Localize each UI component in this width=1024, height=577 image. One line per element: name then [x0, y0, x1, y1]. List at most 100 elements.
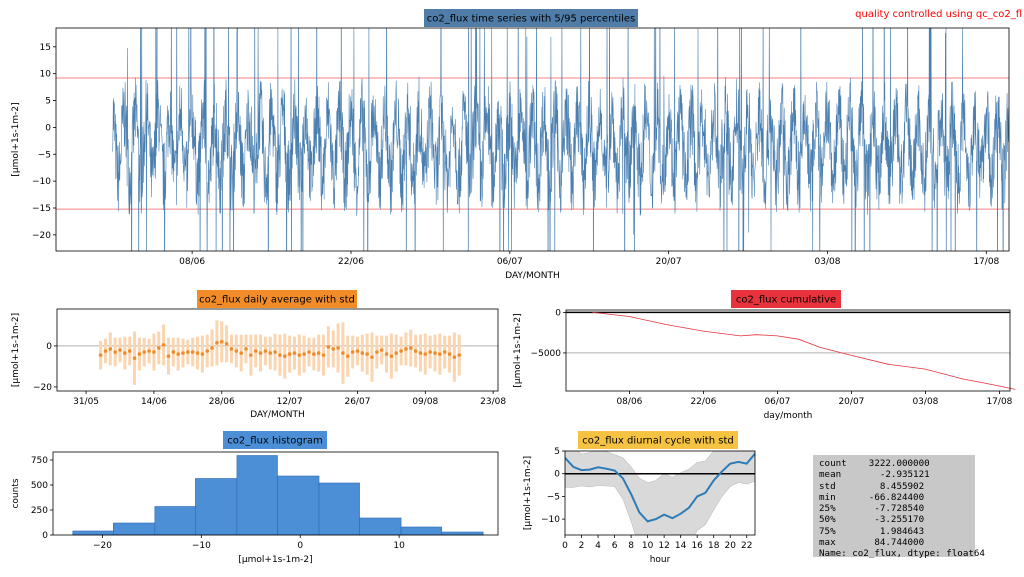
x-tick-label: 10	[642, 541, 654, 551]
chart-title: co2_flux histogram	[227, 436, 322, 447]
x-tick-label: 16	[691, 541, 703, 551]
x-tick-label: 20	[724, 541, 736, 551]
plot-area	[565, 451, 755, 535]
y-axis-label: [μmol+1s-1m-2]	[11, 313, 21, 387]
title-box	[731, 290, 841, 308]
y-tick-label: 5	[554, 447, 560, 457]
daily-point	[331, 347, 336, 351]
x-tick-label: 26/07	[344, 397, 370, 407]
title-box	[424, 9, 638, 27]
y-tick-label: 500	[31, 481, 48, 491]
daily-point	[394, 351, 399, 355]
x-tick-label: 12	[658, 541, 669, 551]
x-axis-label: day/month	[764, 411, 813, 421]
plot-area	[56, 28, 1009, 251]
stats-box: count 3222.000000 mean -2.935121 std 8.4…	[813, 455, 985, 560]
daily-point	[408, 346, 413, 350]
x-tick-label: 08/06	[179, 257, 205, 267]
daily-point	[312, 352, 316, 356]
x-tick-label: 22/06	[338, 257, 364, 267]
histogram-bar	[277, 475, 320, 536]
daily-point	[389, 354, 394, 358]
daily-point	[258, 351, 263, 355]
x-tick-label: 17/08	[986, 397, 1012, 407]
histogram-bar	[359, 517, 402, 536]
y-tick-label: −10	[541, 515, 560, 525]
daily-point	[384, 352, 389, 356]
histogram-bar	[154, 506, 196, 536]
x-tick-label: 10	[393, 541, 405, 551]
cumulative-panel: −5000 0 08/06 22/06 06/07 20/07 03/08 17/08 day/…	[513, 290, 1016, 421]
daily-point	[166, 354, 171, 358]
daily-point	[239, 351, 243, 355]
std-band	[565, 451, 755, 535]
daily-point	[452, 355, 457, 359]
x-tick-label: 4	[595, 541, 601, 551]
daily-point	[273, 350, 277, 354]
daily-point	[200, 352, 205, 356]
chart-title: co2_flux daily average with std	[199, 295, 355, 306]
daily-point	[103, 349, 108, 353]
daily-point	[224, 342, 229, 346]
y-axis-label: [μmol+1s-1m-2]	[523, 456, 533, 530]
daily-point	[302, 352, 306, 356]
daily-point	[379, 348, 384, 352]
daily-point	[297, 353, 302, 357]
daily-point	[433, 351, 437, 355]
x-tick-label: 03/08	[912, 397, 938, 407]
x-tick-label: 09/08	[412, 397, 438, 407]
chart-title: co2_flux cumulative	[736, 295, 836, 306]
x-tick-label: 14/06	[141, 397, 167, 407]
stats-line: 75% 1.984643	[819, 525, 925, 537]
x-tick-label: 8	[628, 541, 634, 551]
daily-point	[375, 350, 379, 354]
chart-title: co2_flux diurnal cycle with std	[582, 436, 733, 447]
qc-note: quality controlled using qc_co2_fl	[855, 9, 1022, 20]
daily-point	[152, 350, 156, 354]
x-tick-label: 14	[675, 541, 687, 551]
y-tick-label: 10	[40, 70, 52, 80]
x-tick-label: 06/07	[764, 397, 790, 407]
daily-point	[457, 353, 462, 357]
plot-frame	[56, 308, 499, 392]
daily-point	[404, 347, 408, 351]
daily-point	[365, 352, 369, 356]
daily-point	[278, 353, 282, 357]
y-axis-label: [μmol+1s-1m-2]	[11, 102, 21, 176]
x-tick-label: 22	[741, 541, 752, 551]
daily-point	[307, 350, 311, 354]
daily-point	[442, 350, 447, 354]
daily-point	[423, 352, 428, 356]
x-tick-label: −10	[192, 541, 211, 551]
daily-point	[249, 353, 253, 357]
histogram-bar	[72, 530, 114, 536]
daily-average-panel: −20 0 31/05 14/06 28/06 12/07 26/07 09/08 23/08 D…	[11, 290, 506, 420]
daily-point	[413, 349, 418, 353]
x-tick-label: 17/08	[973, 257, 999, 267]
x-tick-label: 20/07	[838, 397, 864, 407]
daily-point	[244, 347, 248, 351]
daily-point	[156, 346, 161, 350]
histogram-bar	[236, 455, 278, 536]
daily-point	[287, 352, 292, 356]
stats-line: mean -2.935121	[819, 469, 930, 481]
histogram-bar	[441, 531, 484, 536]
title-box	[197, 290, 357, 308]
daily-point	[428, 350, 432, 354]
daily-point	[108, 347, 113, 351]
daily-point	[190, 350, 195, 354]
x-axis-label: [μmol+1s-1m-2]	[238, 555, 312, 565]
y-axis-label: [μmol+1s-1m-2]	[513, 313, 523, 387]
title-box	[223, 431, 327, 449]
plot-frame	[565, 309, 1011, 392]
daily-point	[98, 353, 103, 357]
daily-point	[215, 341, 219, 345]
title-box	[578, 431, 738, 449]
stats-text: count 3222.000000 mean -2.935121 std 8.4…	[813, 455, 985, 560]
y-axis-label: counts	[11, 478, 21, 508]
daily-point	[147, 349, 151, 353]
x-tick-label: 2	[579, 541, 585, 551]
x-tick-label: 0	[297, 541, 303, 551]
x-tick-label: 0	[562, 541, 568, 551]
